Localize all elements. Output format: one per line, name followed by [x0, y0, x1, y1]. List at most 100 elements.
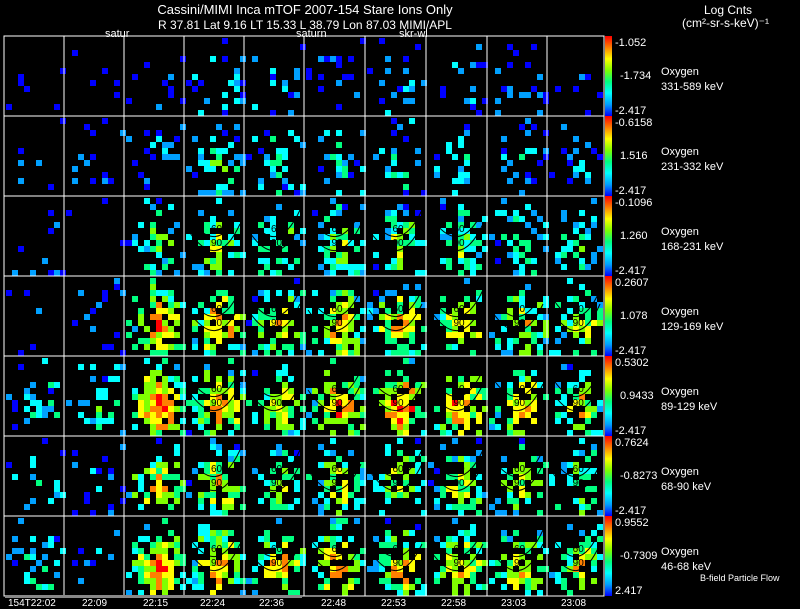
- heatmap-cell: [591, 444, 597, 450]
- heatmap-cell: [150, 412, 156, 418]
- pitch-angle-contour: [247, 543, 301, 571]
- pitch-angle-label: 60: [573, 544, 585, 555]
- heatmap-cell: [440, 204, 446, 210]
- heatmap-cell: [354, 554, 360, 560]
- heatmap-cell: [470, 578, 476, 584]
- heatmap-cell: [222, 486, 228, 492]
- heatmap-cell: [501, 510, 507, 516]
- heatmap-cell: [464, 394, 470, 400]
- heatmap-cell: [342, 584, 348, 590]
- heatmap-cell: [543, 154, 549, 160]
- heatmap-cell: [567, 154, 573, 160]
- heatmap-cell: [525, 498, 531, 504]
- heatmap-cell: [537, 530, 543, 536]
- heatmap-cell: [360, 308, 366, 314]
- heatmap-cell: [391, 492, 397, 498]
- heatmap-cell: [470, 456, 476, 462]
- heatmap-cell: [204, 418, 210, 424]
- heatmap-cell: [240, 370, 246, 376]
- chart-title: Cassini/MIMI Inca mTOF 2007-154 Stare Io…: [157, 2, 453, 17]
- heatmap-cell: [342, 240, 348, 246]
- heatmap-cell: [561, 234, 567, 240]
- heatmap-cell: [168, 566, 174, 572]
- heatmap-cell: [367, 302, 373, 308]
- heatmap-cell: [519, 302, 525, 308]
- heatmap-cell: [470, 554, 476, 560]
- heatmap-panel: [72, 50, 120, 98]
- heatmap-cell: [446, 560, 452, 566]
- heatmap-cell: [276, 160, 282, 166]
- heatmap-cell: [464, 462, 470, 468]
- heatmap-cell: [18, 364, 24, 370]
- heatmap-cell: [132, 474, 138, 480]
- heatmap-cell: [222, 542, 228, 548]
- heatmap-cell: [507, 44, 513, 50]
- heatmap-cell: [270, 400, 276, 406]
- heatmap-cell: [373, 252, 379, 258]
- heatmap-cell: [397, 296, 403, 302]
- heatmap-cell: [495, 424, 501, 430]
- heatmap-cell: [156, 406, 162, 412]
- heatmap-cell: [18, 160, 24, 166]
- heatmap-cell: [397, 234, 403, 240]
- heatmap-cell: [415, 240, 421, 246]
- heatmap-cell: [324, 234, 330, 240]
- heatmap-cell: [30, 548, 36, 554]
- heatmap-cell: [379, 510, 385, 516]
- heatmap-cell: [543, 148, 549, 154]
- pitch-angle-contour: [429, 223, 484, 251]
- heatmap-cell: [452, 154, 458, 160]
- heatmap-cell: [543, 314, 549, 320]
- heatmap-cell: [174, 332, 180, 338]
- heatmap-cell: [501, 326, 507, 332]
- heatmap-cell: [385, 234, 391, 240]
- heatmap-cell: [36, 412, 42, 418]
- heatmap-cell: [397, 308, 403, 314]
- heatmap-cell: [168, 154, 174, 160]
- heatmap-cell: [150, 388, 156, 394]
- heatmap-cell: [470, 98, 476, 104]
- heatmap-cell: [342, 412, 348, 418]
- heatmap-cell: [525, 130, 531, 136]
- heatmap-cell: [168, 406, 174, 412]
- heatmap-cell: [144, 554, 150, 560]
- heatmap-cell: [573, 320, 579, 326]
- heatmap-cell: [174, 492, 180, 498]
- heatmap-cell: [324, 498, 330, 504]
- heatmap-cell: [204, 412, 210, 418]
- heatmap-cell: [132, 74, 138, 80]
- heatmap-cell: [300, 418, 306, 424]
- heatmap-cell: [348, 554, 354, 560]
- heatmap-cell: [240, 154, 246, 160]
- heatmap-cell: [452, 542, 458, 548]
- heatmap-cell: [138, 406, 144, 412]
- heatmap-cell: [174, 376, 180, 382]
- heatmap-cell: [391, 118, 397, 124]
- heatmap-cell: [348, 74, 354, 80]
- heatmap-cell: [336, 258, 342, 264]
- heatmap-cell: [252, 468, 258, 474]
- heatmap-cell: [561, 364, 567, 370]
- heatmap-cell: [216, 572, 222, 578]
- heatmap-cell: [156, 308, 162, 314]
- heatmap-cell: [458, 210, 464, 216]
- heatmap-cell: [434, 498, 440, 504]
- heatmap-cell: [501, 136, 507, 142]
- heatmap-cell: [48, 184, 54, 190]
- heatmap-cell: [525, 246, 531, 252]
- heatmap-cell: [464, 492, 470, 498]
- panel-border: [243, 115, 305, 197]
- heatmap-cell: [567, 554, 573, 560]
- heatmap-cell: [379, 542, 385, 548]
- heatmap-cell: [519, 468, 525, 474]
- heatmap-cell: [216, 560, 222, 566]
- heatmap-cell: [579, 160, 585, 166]
- heatmap-cell: [385, 584, 391, 590]
- heatmap-cell: [270, 450, 276, 456]
- heatmap-cell: [360, 548, 366, 554]
- heatmap-cell: [138, 474, 144, 480]
- heatmap-cell: [446, 388, 452, 394]
- heatmap-cell: [537, 332, 543, 338]
- heatmap-cell: [354, 486, 360, 492]
